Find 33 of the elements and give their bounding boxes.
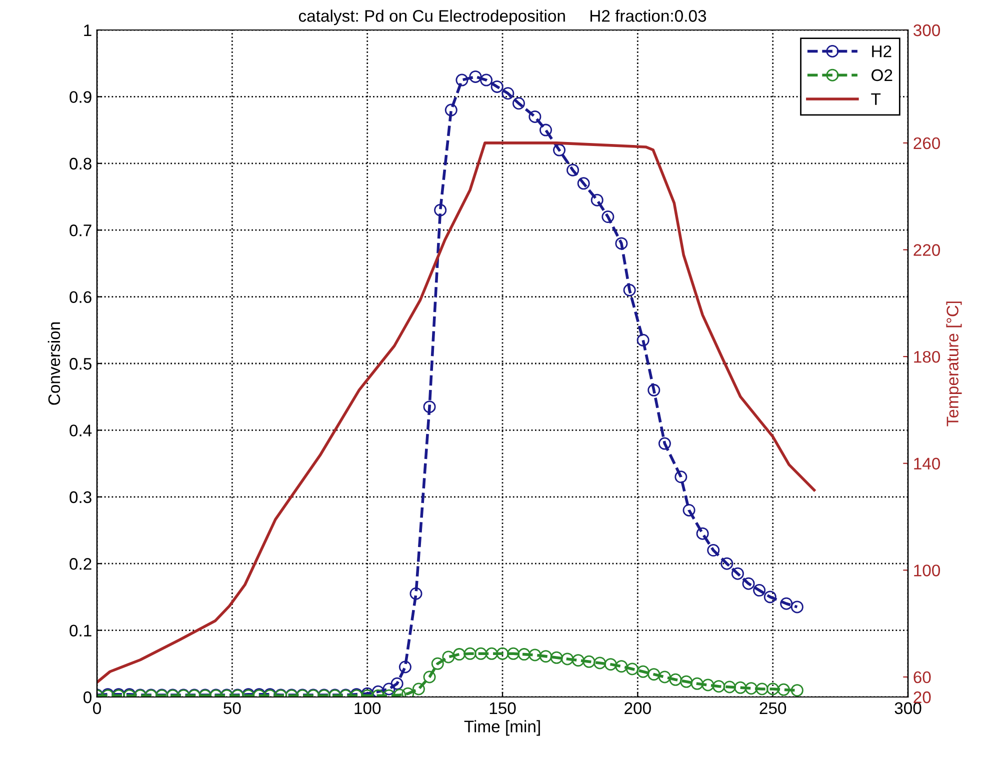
- x-tick-label: 250: [760, 702, 786, 714]
- y-tick-label: 0.3: [70, 491, 92, 504]
- y-axis-title: Conversion: [48, 322, 60, 405]
- chart-title: catalyst: Pd on Cu Electrodeposition H2 fraction:0.03: [298, 10, 706, 26]
- x-axis-title: Time [min]: [464, 720, 540, 736]
- legend-label: O2: [872, 69, 892, 82]
- x-tick-label: 50: [224, 702, 241, 714]
- y-tick-label: 1: [84, 24, 92, 36]
- y-tick-label: 0.1: [70, 624, 92, 637]
- y-tick-label: 0.4: [70, 424, 92, 436]
- y-tick-label: 0: [84, 691, 92, 704]
- x-tick-label: 150: [490, 702, 516, 714]
- y2-tick-label: 60: [914, 671, 931, 684]
- y-tick-label: 0.2: [70, 558, 92, 570]
- y3-tick-label: 300: [913, 24, 940, 36]
- y3-tick-label: 20: [914, 691, 931, 704]
- y2-axis-title: Temperature [°C]: [946, 302, 962, 426]
- y2-tick-label: 180: [914, 350, 940, 363]
- x-tick-label: 200: [624, 702, 651, 714]
- x-tick-label: 300: [894, 702, 922, 714]
- y-tick-label: 0.5: [70, 358, 92, 370]
- y2-tick-label: 100: [914, 564, 940, 576]
- legend-label: T: [871, 93, 881, 105]
- y-tick-label: 0.6: [70, 291, 92, 304]
- y-tick-label: 0.8: [70, 158, 92, 170]
- y-tick-label: 0.7: [70, 224, 92, 236]
- y-tick-label: 0.9: [70, 91, 92, 103]
- y2-tick-label: 260: [914, 137, 940, 150]
- x-tick-label: 0: [93, 702, 101, 714]
- y2-tick-label: 140: [914, 458, 940, 470]
- legend-label: H2: [872, 45, 892, 58]
- y2-tick-label: 220: [914, 244, 940, 256]
- x-tick-label: 100: [354, 702, 381, 714]
